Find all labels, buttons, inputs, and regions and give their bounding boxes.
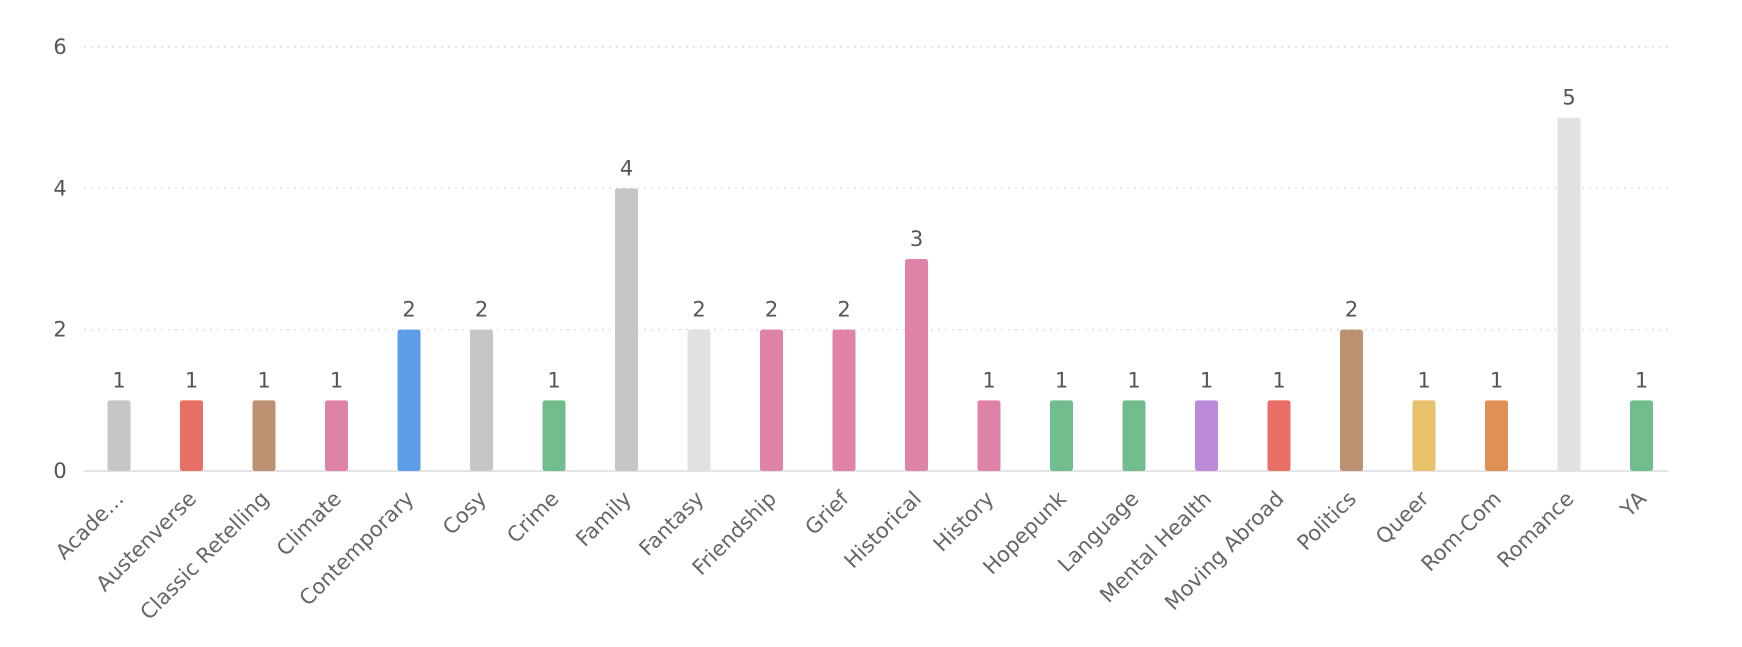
bar-queer[interactable] — [1412, 400, 1436, 471]
data-label-rom-com: 1 — [1490, 368, 1503, 392]
bar-moving-abroad[interactable] — [1267, 400, 1291, 471]
x-tick-label-fantasy: Fantasy — [634, 487, 708, 561]
y-tick-label-4: 4 — [53, 176, 66, 200]
bar-friendship[interactable] — [760, 329, 783, 471]
data-label-mental-health: 1 — [1200, 368, 1213, 392]
y-tick-label-0: 0 — [53, 459, 66, 483]
bar-classic-retelling[interactable] — [252, 400, 276, 471]
data-label-moving-abroad: 1 — [1272, 368, 1285, 392]
x-tick-label-politics: Politics — [1292, 487, 1361, 556]
bar-family[interactable] — [615, 188, 638, 472]
x-tick-label-crime: Crime — [502, 487, 563, 548]
data-label-grief: 2 — [837, 298, 850, 322]
x-tick-label-ya: YA — [1615, 486, 1651, 522]
bars — [107, 117, 1653, 472]
bar-language[interactable] — [1122, 400, 1146, 471]
data-label-cosy: 2 — [475, 298, 488, 322]
data-label-fantasy: 2 — [692, 298, 705, 322]
bar-rom-com[interactable] — [1485, 400, 1508, 471]
bar-austenverse[interactable] — [180, 400, 203, 471]
bar-climate[interactable] — [325, 400, 348, 471]
data-label-history: 1 — [982, 368, 995, 392]
bar-acade[interactable] — [107, 400, 131, 471]
data-labels: 1 1 1 1 2 2 1 4 2 2 2 3 1 1 1 1 1 2 1 1 5 1 — [112, 86, 1648, 393]
y-tick-label-6: 6 — [53, 35, 66, 59]
data-label-politics: 2 — [1345, 298, 1358, 322]
x-tick-label-rom-com: Rom-Com — [1417, 487, 1506, 576]
bar-historical[interactable] — [905, 259, 928, 471]
bar-cosy[interactable] — [470, 329, 493, 471]
data-label-ya: 1 — [1635, 368, 1648, 392]
bar-crime[interactable] — [542, 400, 566, 471]
data-label-friendship: 2 — [765, 298, 778, 322]
data-label-hopepunk: 1 — [1055, 368, 1068, 392]
bar-ya[interactable] — [1630, 400, 1653, 471]
data-label-family: 4 — [620, 156, 633, 180]
x-tick-label-family: Family — [571, 487, 636, 552]
data-label-queer: 1 — [1417, 368, 1430, 392]
bar-hopepunk[interactable] — [1050, 400, 1073, 471]
bar-romance[interactable] — [1557, 117, 1581, 472]
data-label-contemporary: 2 — [402, 298, 415, 322]
y-axis-ticks: 0 2 4 6 — [53, 35, 66, 483]
data-label-historical: 3 — [910, 227, 923, 251]
x-tick-label-history: History — [929, 487, 999, 557]
x-tick-label-grief: Grief — [800, 486, 854, 540]
bar-fantasy[interactable] — [687, 329, 711, 471]
bar-history[interactable] — [977, 400, 1001, 471]
bar-contemporary[interactable] — [397, 329, 421, 471]
data-label-language: 1 — [1127, 368, 1140, 392]
gridlines — [84, 46, 1668, 472]
x-tick-label-cosy: Cosy — [438, 487, 491, 540]
data-label-acade: 1 — [112, 368, 125, 392]
x-tick-label-romance: Romance — [1493, 487, 1579, 573]
data-label-romance: 5 — [1562, 86, 1575, 110]
bar-grief[interactable] — [832, 329, 856, 471]
data-label-crime: 1 — [547, 368, 560, 392]
data-label-austenverse: 1 — [185, 368, 198, 392]
bar-politics[interactable] — [1340, 329, 1363, 471]
x-tick-label-historical: Historical — [840, 487, 927, 574]
data-label-classic-retelling: 1 — [257, 368, 270, 392]
x-tick-label-queer: Queer — [1371, 486, 1434, 549]
x-tick-label-climate: Climate — [272, 487, 346, 561]
bar-mental-health[interactable] — [1195, 400, 1218, 471]
x-tick-label-classic-retelling: Classic Retelling — [136, 487, 274, 625]
data-label-climate: 1 — [330, 368, 343, 392]
y-tick-label-2: 2 — [53, 318, 66, 342]
